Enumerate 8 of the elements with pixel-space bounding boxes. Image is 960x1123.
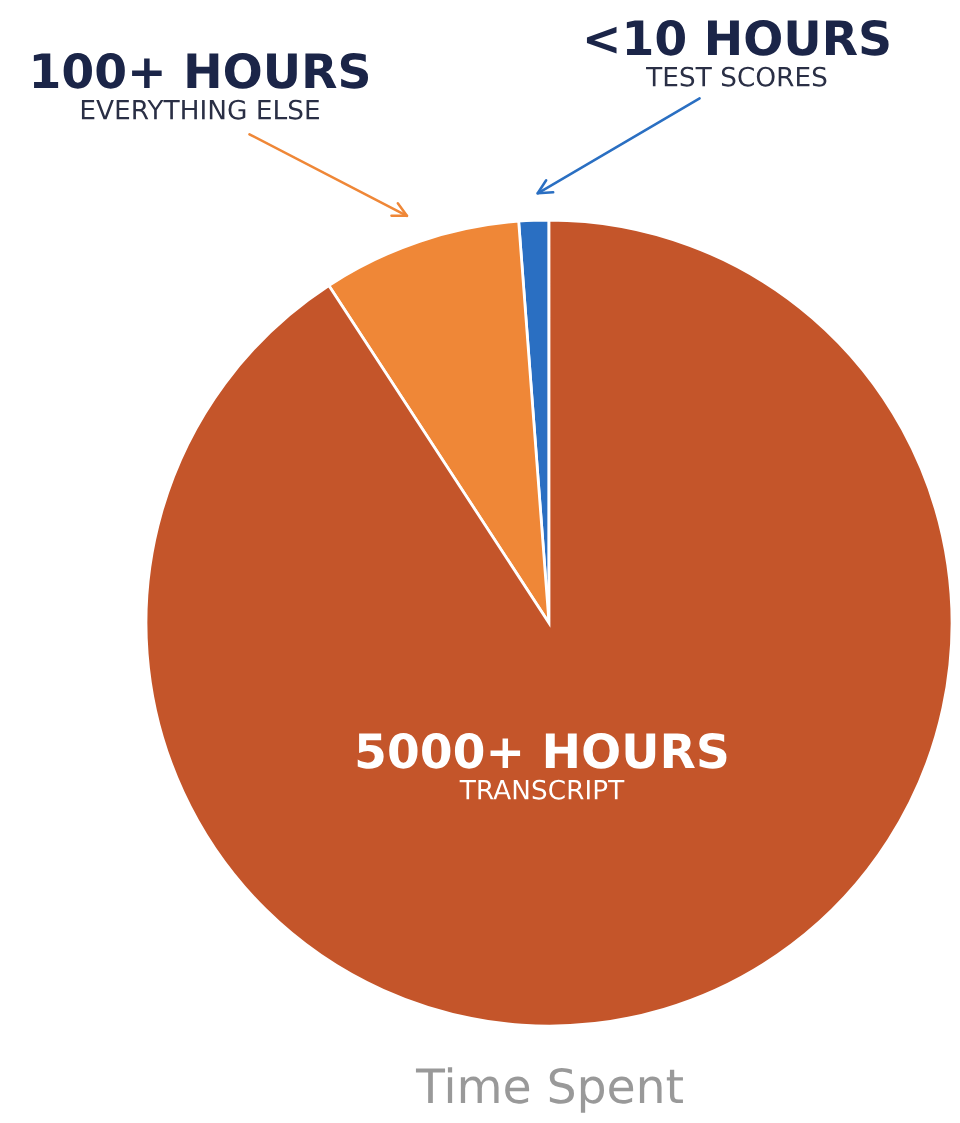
slice-label: TEST SCORES xyxy=(646,66,827,87)
pie-slice xyxy=(144,218,954,1028)
data-label: <10 HOURS xyxy=(586,19,889,56)
slice-label: TRANSCRIPT xyxy=(459,779,625,800)
slice-label: EVERYTHING ELSE xyxy=(81,99,319,120)
data-label: 5000+ HOURS xyxy=(357,732,727,769)
data-label: 100+ HOURS xyxy=(33,52,369,89)
text: Time Spent xyxy=(415,1067,683,1113)
